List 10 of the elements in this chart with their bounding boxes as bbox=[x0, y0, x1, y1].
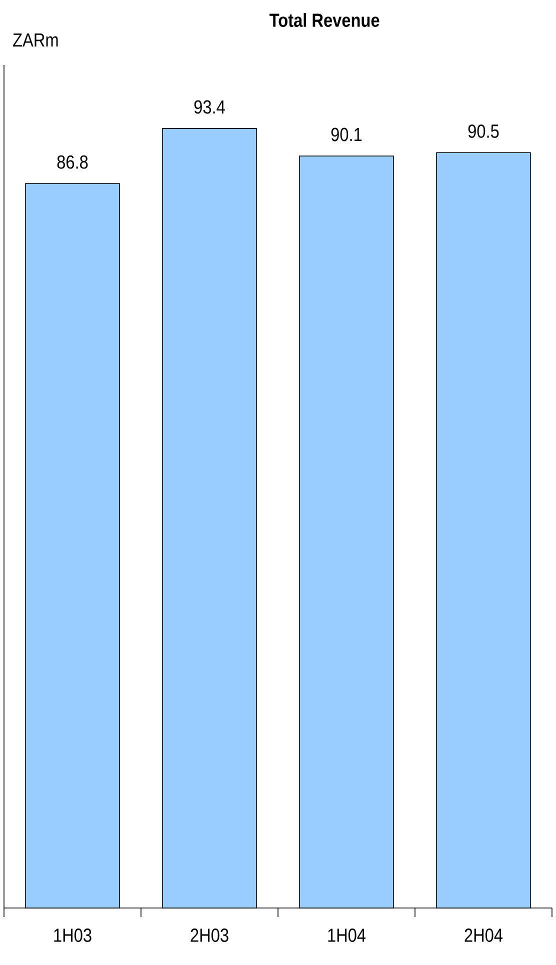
x-tick-label: 2H04 bbox=[464, 928, 503, 942]
data-label: 90.5 bbox=[468, 124, 499, 138]
y-axis-title: ZARm bbox=[13, 33, 58, 47]
x-tick-label: 1H03 bbox=[54, 928, 92, 942]
data-label: 90.1 bbox=[331, 128, 362, 142]
chart-title: Total Revenue bbox=[270, 13, 380, 27]
x-tick-label: 1H04 bbox=[328, 928, 366, 942]
data-label: 86.8 bbox=[57, 155, 88, 169]
data-label: 93.4 bbox=[194, 100, 225, 114]
x-tick-label: 2H03 bbox=[190, 928, 228, 942]
